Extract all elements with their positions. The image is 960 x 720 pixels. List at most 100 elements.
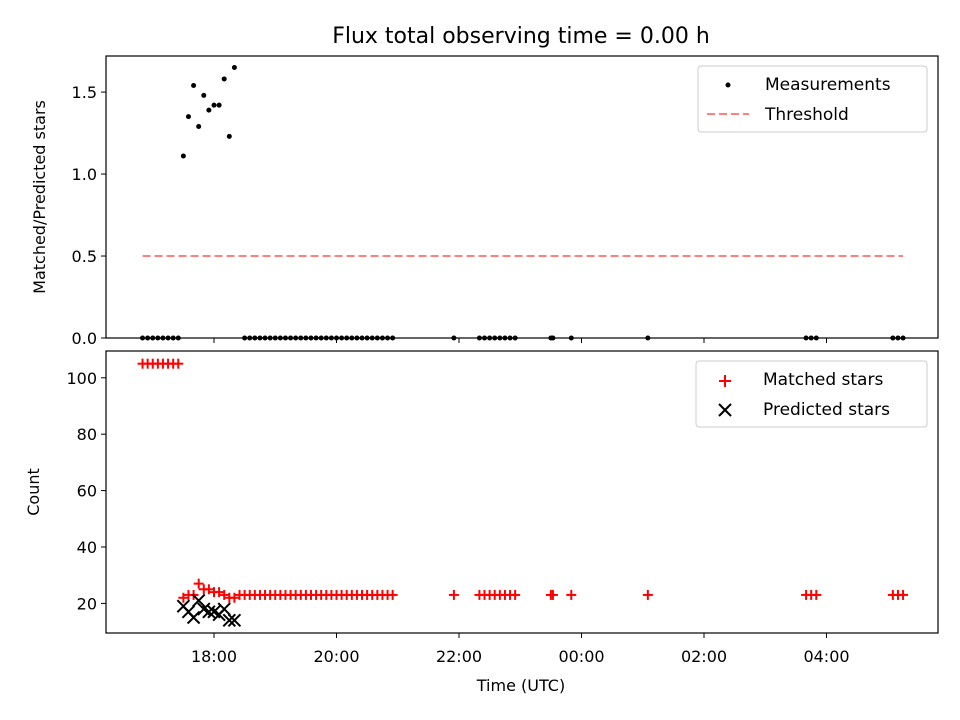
measurement-point: [298, 335, 304, 341]
measurement-point: [175, 335, 181, 341]
matched-star-point: [510, 589, 521, 600]
x-b: [197, 602, 211, 616]
measurement-point: [145, 335, 151, 341]
y-tick-label: 60: [77, 482, 97, 501]
measurement-point: [895, 335, 901, 341]
matched-star-point: [642, 589, 653, 600]
measurement-point: [282, 335, 288, 341]
measurement-point: [900, 335, 906, 341]
measurement-point: [813, 335, 819, 341]
y-tick-label: 0.5: [72, 247, 97, 266]
measurement-point: [216, 102, 222, 108]
y-tick-label: 80: [77, 425, 97, 444]
measurement-point: [252, 335, 258, 341]
chart-title: Flux total observing time = 0.00 h: [332, 24, 710, 49]
x-b: [191, 593, 206, 608]
measurement-point: [247, 335, 253, 341]
measurement-point: [374, 335, 380, 341]
measurement-point: [221, 76, 227, 82]
measurement-point: [201, 92, 207, 98]
measurement-point: [231, 64, 237, 70]
bottom-series: [137, 358, 909, 628]
measurement-point: [155, 335, 161, 341]
legend-label-threshold: Threshold: [764, 105, 849, 125]
measurement-point: [206, 107, 212, 113]
measurement-point: [808, 335, 814, 341]
x-axis-label: Time (UTC): [476, 676, 565, 695]
matched-star-point: [214, 587, 225, 598]
measurement-point: [497, 335, 503, 341]
measurement-point: [313, 335, 319, 341]
matched-star-point: [178, 592, 189, 603]
measurement-point: [550, 335, 556, 341]
measurement-point: [262, 335, 268, 341]
legend-marker-predicted: [718, 403, 732, 417]
measurement-point: [257, 335, 263, 341]
measurement-point: [308, 335, 314, 341]
x-b: [217, 602, 231, 616]
matched-star-point: [566, 589, 577, 600]
measurement-point: [339, 335, 345, 341]
legend-label-matched: Matched stars: [763, 370, 883, 390]
bottom-y-axis-label: Count: [24, 468, 43, 516]
measurement-point: [645, 335, 651, 341]
matched-star-point: [811, 589, 822, 600]
predicted-star-point: [217, 602, 231, 616]
flux-ratio-panel: Flux total observing time = 0.00 h 0.0 0.…: [30, 24, 939, 348]
measurement-point: [385, 335, 391, 341]
predicted-star-point: [191, 593, 206, 608]
measurement-point: [242, 335, 248, 341]
x-tick-label: 04:00: [803, 647, 849, 666]
matched-star-point: [219, 589, 230, 600]
x-b: [227, 613, 242, 628]
measurement-point: [170, 335, 176, 341]
top-series: [140, 64, 906, 341]
measurement-point: [451, 335, 457, 341]
legend-marker-measurements: [725, 82, 731, 88]
measurement-point: [277, 335, 283, 341]
matched-star-point: [203, 584, 214, 595]
measurement-point: [369, 335, 375, 341]
measurement-point: [272, 335, 278, 341]
y-tick-label: 1.5: [72, 83, 97, 102]
bottom-plot-frame: [105, 350, 939, 634]
measurement-point: [364, 335, 370, 341]
measurement-point: [359, 335, 365, 341]
measurement-point: [803, 335, 809, 341]
measurement-point: [890, 335, 896, 341]
measurement-point: [150, 335, 156, 341]
x-tick-label: 18:00: [191, 647, 237, 666]
legend-label-predicted: Predicted stars: [763, 400, 890, 420]
matched-star-point: [193, 578, 204, 589]
measurement-point: [211, 102, 217, 108]
measurement-point: [196, 124, 202, 129]
measurement-point: [226, 133, 232, 139]
measurement-point: [476, 335, 482, 341]
matched-star-point: [387, 589, 398, 600]
x-b: [207, 605, 221, 619]
measurement-point: [502, 335, 508, 341]
x-tick-label: 02:00: [681, 647, 727, 666]
measurement-point: [390, 335, 396, 341]
measurement-point: [487, 335, 493, 341]
measurement-point: [165, 335, 171, 341]
x-b: [202, 605, 216, 619]
x-tick-label: 20:00: [313, 647, 359, 666]
measurement-point: [318, 335, 324, 341]
measurement-point: [267, 335, 273, 341]
measurement-point: [344, 335, 350, 341]
measurement-point: [349, 335, 355, 341]
measurement-point: [482, 335, 488, 341]
x-tick-label: 00:00: [558, 647, 604, 666]
y-tick-label: 40: [77, 538, 97, 557]
matched-star-point: [448, 589, 459, 600]
top-y-ticks: 0.0 0.5 1.0 1.5: [72, 83, 106, 348]
measurement-point: [293, 335, 299, 341]
measurement-point: [492, 335, 498, 341]
y-tick-label: 0.0: [72, 329, 97, 348]
measurement-point: [568, 335, 574, 341]
measurement-point: [512, 335, 518, 341]
matched-star-point: [898, 589, 909, 600]
bottom-x-ticks: 18:00 20:00 22:00 00:00 02:00 04:00: [191, 633, 850, 666]
